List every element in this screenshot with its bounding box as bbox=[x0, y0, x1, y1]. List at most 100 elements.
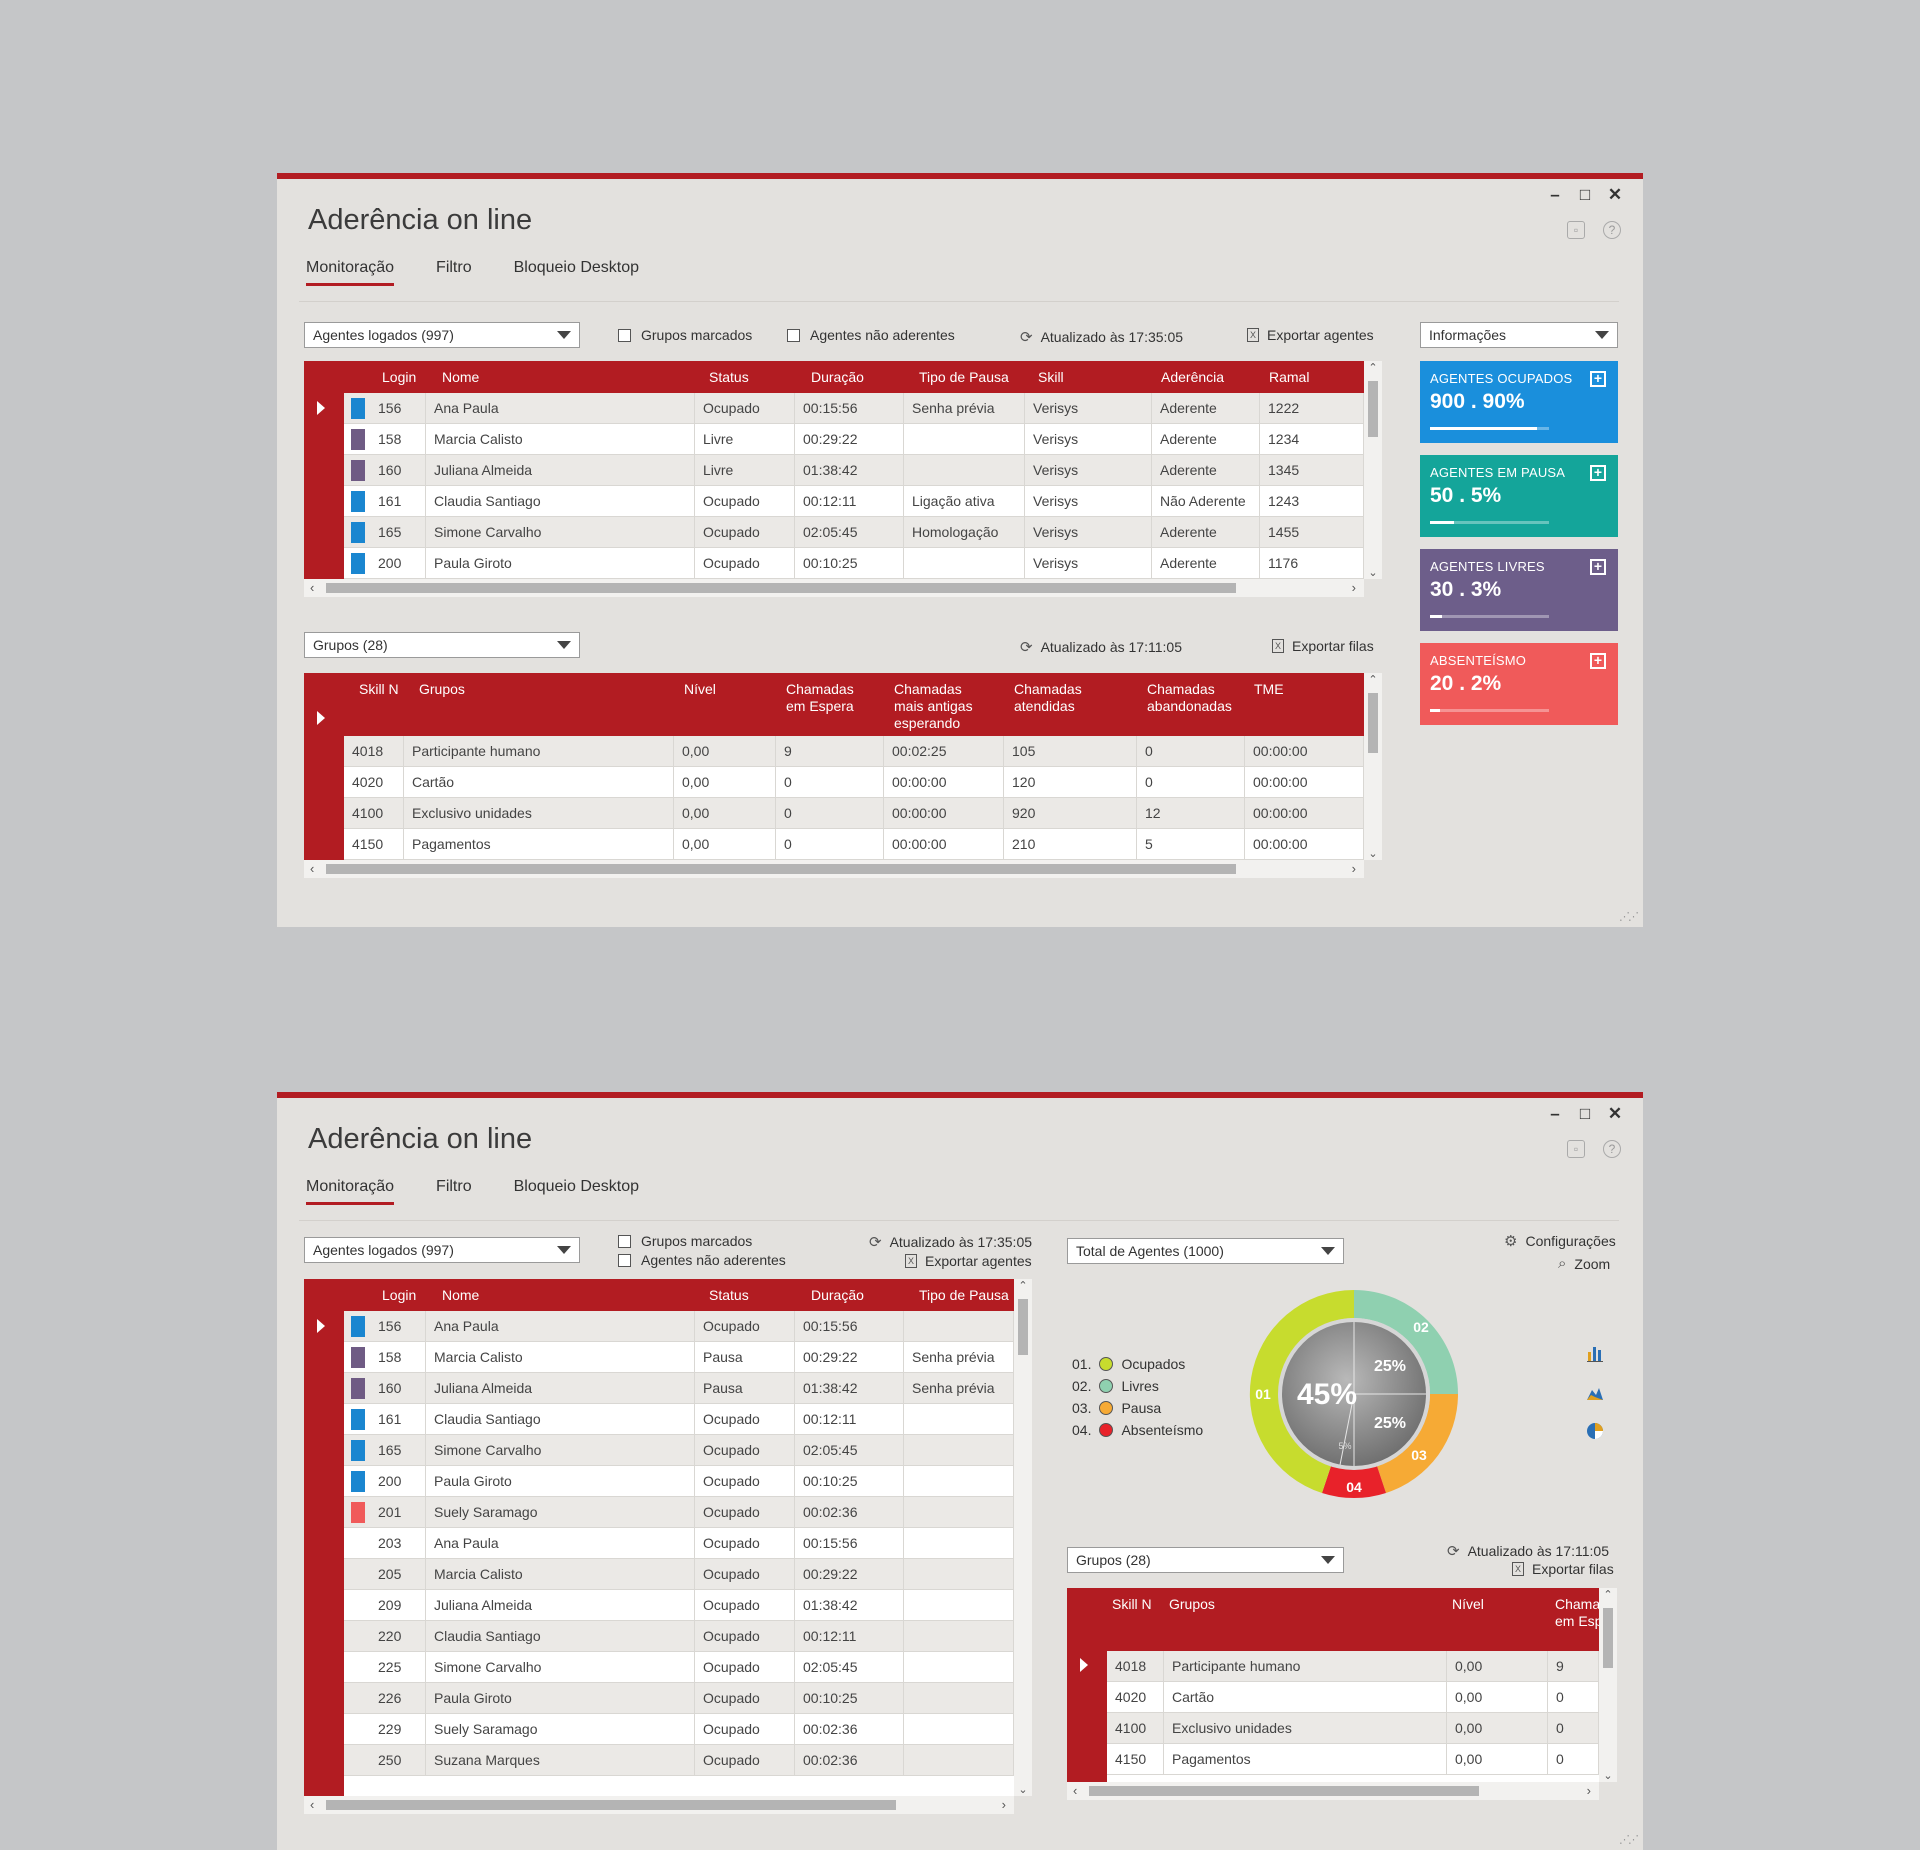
scroll-thumb[interactable] bbox=[326, 583, 1236, 593]
scroll-thumb[interactable] bbox=[1603, 1608, 1613, 1668]
column-header[interactable]: Status bbox=[709, 369, 749, 385]
agents-vertical-scrollbar[interactable]: ⌃ ⌄ bbox=[1364, 361, 1382, 579]
tab-monitoracao[interactable]: Monitoração bbox=[306, 1178, 395, 1205]
scroll-thumb[interactable] bbox=[326, 864, 1236, 874]
column-header[interactable]: Duração bbox=[811, 369, 864, 385]
scroll-down-icon[interactable]: ⌄ bbox=[1603, 1770, 1613, 1782]
refresh-icon[interactable]: ⟳ bbox=[1020, 639, 1033, 656]
scroll-up-icon[interactable]: ⌃ bbox=[1603, 1589, 1613, 1601]
table-row[interactable]: 156 Ana Paula Ocupado 00:15:56 Senha prévia V… bbox=[344, 393, 1364, 424]
column-header[interactable]: Ramal bbox=[1269, 369, 1310, 385]
scroll-down-icon[interactable]: ⌄ bbox=[1368, 848, 1378, 860]
updated-status[interactable]: ⟳ Atualizado às 17:35:05 bbox=[869, 1233, 1032, 1251]
scroll-thumb[interactable] bbox=[1018, 1299, 1028, 1355]
nao-aderentes-checkbox[interactable]: Agentes não aderentes bbox=[618, 1252, 786, 1268]
table-row[interactable]: 209 Juliana Almeida Ocupado 01:38:42 bbox=[344, 1590, 1014, 1621]
groups-updated-status[interactable]: ⟳ Atualizado às 17:11:05 bbox=[1020, 638, 1182, 656]
groups-horizontal-scrollbar[interactable]: ‹ › bbox=[304, 860, 1364, 878]
tab-filtro[interactable]: Filtro bbox=[436, 1178, 472, 1195]
image-icon[interactable]: ▫ bbox=[1567, 1140, 1585, 1158]
agents-select[interactable]: Agentes logados (997) bbox=[304, 322, 580, 348]
info-card[interactable]: AGENTES LIVRES 30 . 3% + bbox=[1420, 549, 1618, 631]
column-header[interactable]: Grupos bbox=[419, 681, 465, 697]
column-header[interactable]: Nível bbox=[1452, 1596, 1484, 1612]
info-card[interactable]: AGENTES OCUPADOS 900 . 90% + bbox=[1420, 361, 1618, 443]
table-row[interactable]: 4100 Exclusivo unidades 0,00 0 00:00:00 920 12… bbox=[344, 798, 1364, 829]
column-header[interactable]: Chamadas abandonadas bbox=[1147, 681, 1232, 714]
agents-select[interactable]: Agentes logados (997) bbox=[304, 1237, 580, 1263]
column-header[interactable]: Status bbox=[709, 1287, 749, 1303]
agents-vertical-scrollbar[interactable]: ⌃ ⌄ bbox=[1014, 1279, 1032, 1796]
checkbox-box[interactable] bbox=[618, 1253, 631, 1267]
tab-bloqueio-desktop[interactable]: Bloqueio Desktop bbox=[513, 259, 640, 276]
tab-filtro[interactable]: Filtro bbox=[436, 259, 472, 276]
groups-select[interactable]: Grupos (28) bbox=[1067, 1547, 1344, 1573]
table-row[interactable]: 165 Simone Carvalho Ocupado 02:05:45 bbox=[344, 1435, 1014, 1466]
column-header[interactable]: Nome bbox=[442, 369, 480, 385]
groups-vertical-scrollbar[interactable]: ⌃ ⌄ bbox=[1599, 1588, 1617, 1782]
export-filas-button[interactable]: X Exportar filas bbox=[1512, 1561, 1614, 1577]
refresh-icon[interactable]: ⟳ bbox=[869, 1234, 882, 1251]
expand-icon[interactable]: + bbox=[1590, 465, 1606, 481]
groups-vertical-scrollbar[interactable]: ⌃ ⌄ bbox=[1364, 673, 1382, 860]
table-row[interactable]: 4150 Pagamentos 0,00 0 00:00:00 210 5 00:00:00 bbox=[344, 829, 1364, 860]
table-row[interactable]: 201 Suely Saramago Ocupado 00:02:36 bbox=[344, 1497, 1014, 1528]
table-row[interactable]: 158 Marcia Calisto Pausa 00:29:22 Senha prév… bbox=[344, 1342, 1014, 1373]
area-chart-icon[interactable] bbox=[1585, 1382, 1605, 1402]
grupos-marcados-checkbox[interactable]: Grupos marcados bbox=[618, 327, 752, 343]
column-header[interactable]: Grupos bbox=[1169, 1596, 1215, 1612]
table-row[interactable]: 229 Suely Saramago Ocupado 00:02:36 bbox=[344, 1714, 1014, 1745]
scroll-left-icon[interactable]: ‹ bbox=[1073, 1783, 1078, 1798]
image-icon[interactable]: ▫ bbox=[1567, 221, 1585, 239]
scroll-left-icon[interactable]: ‹ bbox=[310, 1797, 315, 1812]
table-row[interactable]: 250 Suzana Marques Ocupado 00:02:36 bbox=[344, 1745, 1014, 1776]
zoom-button[interactable]: ⌕ Zoom bbox=[1558, 1255, 1610, 1272]
info-card[interactable]: AGENTES EM PAUSA 50 . 5% + bbox=[1420, 455, 1618, 537]
expand-icon[interactable]: + bbox=[1590, 559, 1606, 575]
column-header[interactable]: Aderência bbox=[1161, 369, 1225, 385]
checkbox-box[interactable] bbox=[618, 328, 631, 342]
scroll-left-icon[interactable]: ‹ bbox=[310, 580, 315, 595]
expand-icon[interactable]: + bbox=[1590, 653, 1606, 669]
table-row[interactable]: 225 Simone Carvalho Ocupado 02:05:45 bbox=[344, 1652, 1014, 1683]
scroll-down-icon[interactable]: ⌄ bbox=[1368, 567, 1378, 579]
table-row[interactable]: 4150 Pagamentos 0,00 0 bbox=[1107, 1744, 1599, 1775]
agents-horizontal-scrollbar[interactable]: ‹ › bbox=[304, 579, 1364, 597]
maximize-button[interactable]: □ bbox=[1579, 1104, 1591, 1123]
column-header[interactable]: TME bbox=[1254, 681, 1284, 697]
tab-monitoracao[interactable]: Monitoração bbox=[306, 259, 395, 286]
column-header[interactable]: Tipo de Pausa bbox=[919, 1287, 1009, 1303]
info-select[interactable]: Informações bbox=[1420, 322, 1618, 348]
column-header[interactable]: Chamadas em Espera bbox=[786, 681, 854, 714]
table-row[interactable]: 4100 Exclusivo unidades 0,00 0 bbox=[1107, 1713, 1599, 1744]
scroll-down-icon[interactable]: ⌄ bbox=[1018, 1784, 1028, 1796]
column-header[interactable]: Login bbox=[382, 369, 417, 385]
total-agents-select[interactable]: Total de Agentes (1000) bbox=[1067, 1238, 1344, 1264]
close-button[interactable]: ✕ bbox=[1607, 1104, 1623, 1123]
table-row[interactable]: 4020 Cartão 0,00 0 bbox=[1107, 1682, 1599, 1713]
scroll-thumb[interactable] bbox=[1368, 693, 1378, 753]
scroll-right-icon[interactable]: › bbox=[1351, 861, 1356, 876]
export-filas-button[interactable]: X Exportar filas bbox=[1272, 638, 1374, 654]
table-row[interactable]: 203 Ana Paula Ocupado 00:15:56 bbox=[344, 1528, 1014, 1559]
close-button[interactable]: ✕ bbox=[1607, 185, 1623, 204]
table-row[interactable]: 4018 Participante humano 0,00 9 00:02:25 105 0… bbox=[344, 736, 1364, 767]
scroll-up-icon[interactable]: ⌃ bbox=[1018, 1280, 1028, 1292]
help-icon[interactable]: ? bbox=[1603, 1140, 1621, 1158]
scroll-thumb[interactable] bbox=[1089, 1786, 1479, 1796]
tab-bloqueio-desktop[interactable]: Bloqueio Desktop bbox=[513, 1178, 640, 1195]
help-icon[interactable]: ? bbox=[1603, 221, 1621, 239]
maximize-button[interactable]: □ bbox=[1579, 185, 1591, 204]
scroll-left-icon[interactable]: ‹ bbox=[310, 861, 315, 876]
column-header[interactable]: Login bbox=[382, 1287, 417, 1303]
column-header[interactable]: Nível bbox=[684, 681, 716, 697]
table-row[interactable]: 226 Paula Giroto Ocupado 00:10:25 bbox=[344, 1683, 1014, 1714]
expand-icon[interactable]: + bbox=[1590, 371, 1606, 387]
scroll-thumb[interactable] bbox=[326, 1800, 896, 1810]
refresh-icon[interactable]: ⟳ bbox=[1020, 329, 1033, 346]
table-row[interactable]: 158 Marcia Calisto Livre 00:29:22 Verisys Ade… bbox=[344, 424, 1364, 455]
scroll-thumb[interactable] bbox=[1368, 381, 1378, 437]
configuracoes-button[interactable]: ⚙ Configurações bbox=[1504, 1232, 1616, 1250]
column-header[interactable]: Skill N bbox=[1112, 1596, 1152, 1612]
groups-updated-status[interactable]: ⟳ Atualizado às 17:11:05 bbox=[1447, 1542, 1609, 1560]
